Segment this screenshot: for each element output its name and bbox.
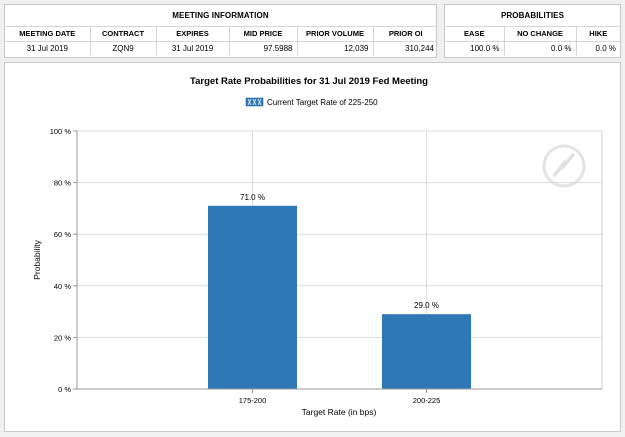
probabilities-panel: PROBABILITIES EASE NO CHANGE HIKE 100.0 … — [444, 4, 621, 58]
target-rate-chart: Target Rate Probabilities for 31 Jul 201… — [32, 76, 603, 417]
y-tick-label: 100 % — [50, 127, 72, 136]
meeting-information-header-row: MEETING DATE CONTRACT EXPIRES MID PRICE … — [5, 27, 438, 42]
meeting-information-title: MEETING INFORMATION — [5, 5, 436, 27]
bar — [382, 314, 471, 389]
bar-data-label: 71.0 % — [240, 193, 265, 202]
table-row: 100.0 % 0.0 % 0.0 % — [445, 41, 620, 55]
expires-value: 31 Jul 2019 — [156, 41, 230, 55]
y-axis-ticks: 0 % 20 % 40 % 60 % 80 % 100 % — [50, 127, 77, 394]
watermark-ring — [542, 144, 586, 188]
hike-value: 0.0 % — [595, 43, 616, 53]
y-tick-label: 40 % — [54, 282, 71, 291]
probabilities-title: PROBABILITIES — [445, 5, 620, 27]
col-expires: EXPIRES — [156, 27, 230, 42]
y-tick-label: 60 % — [54, 230, 71, 239]
col-meeting-date: MEETING DATE — [5, 27, 91, 42]
meeting-information-table: MEETING DATE CONTRACT EXPIRES MID PRICE … — [5, 27, 438, 55]
col-no-change: NO CHANGE — [504, 27, 577, 42]
prior-volume-value: 12,039 — [297, 41, 374, 55]
x-axis-label: Target Rate (in bps) — [302, 407, 377, 417]
ease-value: 100.0 % — [445, 41, 505, 55]
col-prior-volume: PRIOR VOLUME — [297, 27, 374, 42]
col-prior-oi: PRIOR OI — [373, 27, 438, 42]
y-tick-label: 0 % — [58, 385, 71, 394]
contract-value: ZQN9 — [90, 41, 157, 55]
watermark-logo — [542, 144, 586, 188]
col-hike: HIKE — [576, 27, 620, 42]
x-tick-label: 175-200 — [239, 396, 267, 405]
col-ease: EASE — [445, 27, 505, 42]
chart-bars: 71.0 % 29.0 % — [208, 193, 471, 389]
col-mid-price: MID PRICE — [229, 27, 298, 42]
mid-price-value: 97.5988 — [229, 41, 298, 55]
probabilities-header-row: EASE NO CHANGE HIKE — [445, 27, 620, 42]
chart-panel: Target Rate Probabilities for 31 Jul 201… — [4, 62, 621, 432]
bar-data-label: 29.0 % — [414, 301, 439, 310]
probabilities-table: EASE NO CHANGE HIKE 100.0 % 0.0 % 0.0 % — [445, 27, 620, 55]
bar — [208, 205, 297, 389]
chart-legend: Current Target Rate of 225-250 — [245, 97, 378, 107]
x-tick-label: 200-225 — [413, 396, 441, 405]
meeting-date-value: 31 Jul 2019 — [5, 41, 91, 55]
chart-grid — [77, 130, 602, 389]
y-tick-label: 80 % — [54, 179, 71, 188]
y-tick-label: 20 % — [54, 333, 71, 342]
legend-label: Current Target Rate of 225-250 — [267, 98, 378, 107]
y-axis-label: Probability — [32, 239, 42, 279]
no-change-value: 0.0 % — [504, 41, 577, 55]
legend-swatch-pattern — [247, 98, 262, 106]
table-row: 31 Jul 2019 ZQN9 31 Jul 2019 97.5988 12,… — [5, 41, 438, 55]
chart-title: Target Rate Probabilities for 31 Jul 201… — [190, 76, 428, 87]
x-axis-ticks: 175-200 200-225 — [239, 389, 441, 405]
watermark-bolt — [552, 152, 576, 178]
meeting-information-panel: MEETING INFORMATION MEETING DATE CONTRAC… — [4, 4, 438, 58]
col-contract: CONTRACT — [90, 27, 157, 42]
prior-oi-value: 310,244 — [405, 43, 434, 53]
